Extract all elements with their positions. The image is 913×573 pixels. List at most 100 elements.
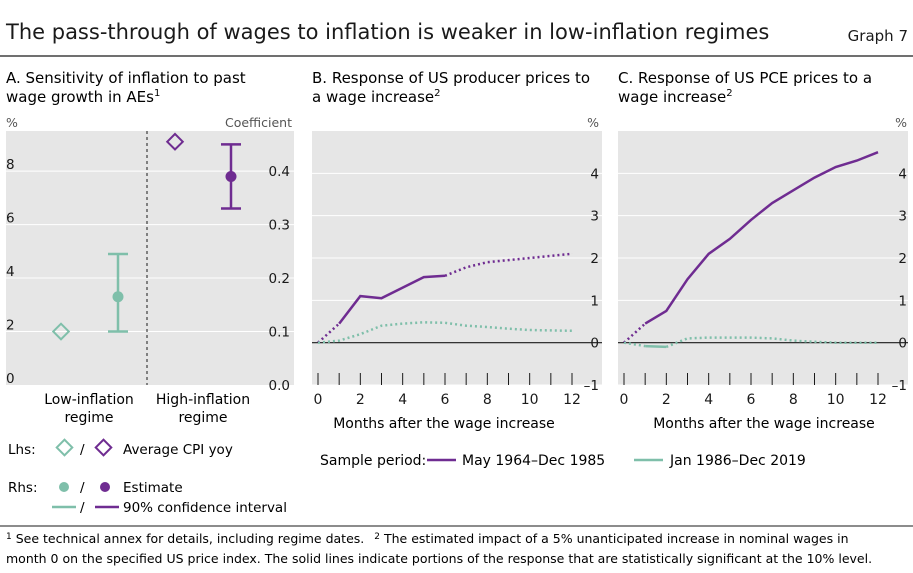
y-tick-label: 4 xyxy=(898,166,907,182)
panel-a-left-ticks: 0 2 4 6 8 xyxy=(6,157,15,387)
panel-a-title: A. Sensitivity of inflation to past xyxy=(6,69,246,87)
legend-ci-label: 90% confidence interval xyxy=(123,500,287,516)
panel-a-left-tick-label: 0 xyxy=(6,371,15,387)
panel-c-unit: % xyxy=(895,115,907,130)
x-tick-label: 4 xyxy=(704,392,713,408)
footnote-1-text: See technical annex for details, includi… xyxy=(16,531,365,546)
panel-a-right-tick-label: 0.4 xyxy=(269,164,290,180)
x-tick-label: 8 xyxy=(789,392,798,408)
panel-a-right-tick-label: 0.1 xyxy=(269,325,290,341)
y-tick-label: 1 xyxy=(898,293,907,309)
x-tick-label: 2 xyxy=(356,392,365,408)
panel-a-left-tick-label: 6 xyxy=(6,211,15,227)
legend-avg-cpi-label: Average CPI yoy xyxy=(123,442,233,458)
y-tick-label: 3 xyxy=(898,209,907,225)
y-tick-label: 2 xyxy=(898,251,907,267)
panel-a-left-tick-label: 8 xyxy=(6,157,15,173)
page-title: The pass-through of wages to inflation i… xyxy=(5,20,769,44)
panel-b-title-line2: a wage increase2 xyxy=(312,88,441,106)
panel-c-title: C. Response of US PCE prices to a xyxy=(618,69,872,87)
y-tick-label: 0 xyxy=(898,336,907,352)
estimate-point xyxy=(225,170,237,182)
y-tick-label: 4 xyxy=(590,166,599,182)
x-tick-label: 12 xyxy=(869,392,887,408)
footnote-line-1: 1 See technical annex for details, includ… xyxy=(6,531,849,546)
panel-a-right-unit: Coefficient xyxy=(225,115,292,130)
panel-a-right-ticks: 0.0 0.1 0.2 0.3 0.4 xyxy=(269,164,290,394)
panel-a-category-low-line1: Low-inflation xyxy=(44,392,134,408)
panel-b-title-sup: 2 xyxy=(434,88,440,99)
x-tick-label: 0 xyxy=(620,392,629,408)
panel-a-left-unit: % xyxy=(6,115,18,130)
y-tick-label: 0 xyxy=(590,336,599,352)
avg-cpi-point xyxy=(165,132,185,151)
panel-c-title-line2: wage increase2 xyxy=(618,88,733,106)
legend-rhs-label: Rhs: xyxy=(8,480,38,496)
x-tick-label: 8 xyxy=(483,392,492,408)
legend-avg-cpi-low-marker xyxy=(55,438,74,457)
legend-slash-1: / xyxy=(80,442,85,458)
x-tick-label: 10 xyxy=(521,392,539,408)
footnote-mark-2: 2 xyxy=(374,532,380,542)
panel-a-category-high-line2: regime xyxy=(178,410,227,426)
panel-c: C. Response of US PCE prices to a wage i… xyxy=(618,69,908,432)
y-tick-label: 1 xyxy=(590,293,599,309)
panel-a-right-tick-label: 0.2 xyxy=(269,271,290,287)
panel-a-plot-area xyxy=(6,131,294,385)
avg-cpi-point xyxy=(51,322,71,341)
panel-a-right-tick-label: 0.3 xyxy=(269,218,290,234)
series-line-solid xyxy=(645,344,667,349)
graph-label: Graph 7 xyxy=(848,27,908,45)
series-line-solid xyxy=(338,274,446,325)
panel-a-category-low-line2: regime xyxy=(64,410,113,426)
footnote-mark-1: 1 xyxy=(6,532,12,542)
x-tick-label: 2 xyxy=(662,392,671,408)
legend-avg-cpi-high-marker xyxy=(94,438,113,457)
panel-a-legend: Lhs: / Average CPI yoy Rhs: / Estimate /… xyxy=(8,438,287,516)
panel-a-marks xyxy=(51,132,241,341)
legend-slash-2: / xyxy=(80,480,85,496)
series-line-dotted xyxy=(623,341,646,348)
sample-legend-item-1: May 1964–Dec 1985 xyxy=(462,453,605,469)
panel-a-title-line2: wage growth in AEs1 xyxy=(6,88,160,106)
legend-estimate-label: Estimate xyxy=(123,480,183,496)
panel-a-title-sup: 1 xyxy=(154,88,160,99)
panel-b-title: B. Response of US producer prices to xyxy=(312,69,590,87)
series-line-solid xyxy=(644,151,879,325)
series-line-dotted xyxy=(665,336,878,349)
y-tick-label: 3 xyxy=(590,209,599,225)
panel-a-left-tick-label: 2 xyxy=(6,318,15,334)
sample-period-label: Sample period: xyxy=(320,453,426,469)
y-tick-label: –1 xyxy=(892,378,907,394)
panel-a-left-tick-label: 4 xyxy=(6,264,15,280)
x-tick-label: 4 xyxy=(398,392,407,408)
panel-b-title-line2-text: a wage increase xyxy=(312,88,434,106)
x-tick-label: 6 xyxy=(747,392,756,408)
legend-estimate-high-marker xyxy=(100,482,110,492)
panel-c-title-sup: 2 xyxy=(726,88,732,99)
legend-slash-3: / xyxy=(80,500,85,516)
panel-a: A. Sensitivity of inflation to past wage… xyxy=(6,69,294,426)
x-tick-label: 0 xyxy=(314,392,323,408)
y-tick-label: –1 xyxy=(584,378,599,394)
legend-lhs-label: Lhs: xyxy=(8,442,36,458)
legend-estimate-low-marker xyxy=(59,482,69,492)
panel-c-title-line2-text: wage increase xyxy=(618,88,726,106)
panel-b-xlabel: Months after the wage increase xyxy=(333,416,555,432)
panel-a-title-line2-text: wage growth in AEs xyxy=(6,88,154,106)
panel-c-xlabel: Months after the wage increase xyxy=(653,416,875,432)
x-tick-label: 6 xyxy=(441,392,450,408)
footnote-2-text: The estimated impact of a 5% unanticipat… xyxy=(383,531,849,546)
x-tick-label: 12 xyxy=(563,392,581,408)
footnote: 1 See technical annex for details, includ… xyxy=(6,531,872,566)
estimate-point xyxy=(112,291,124,303)
panel-a-right-tick-label: 0.0 xyxy=(269,378,290,394)
sample-period-legend: Sample period: May 1964–Dec 1985 Jan 198… xyxy=(320,453,806,469)
panel-a-category-high-line1: High-inflation xyxy=(156,392,250,408)
footnote-line-2: month 0 on the specified US price index.… xyxy=(6,551,872,566)
x-tick-label: 10 xyxy=(827,392,845,408)
y-tick-label: 2 xyxy=(590,251,599,267)
